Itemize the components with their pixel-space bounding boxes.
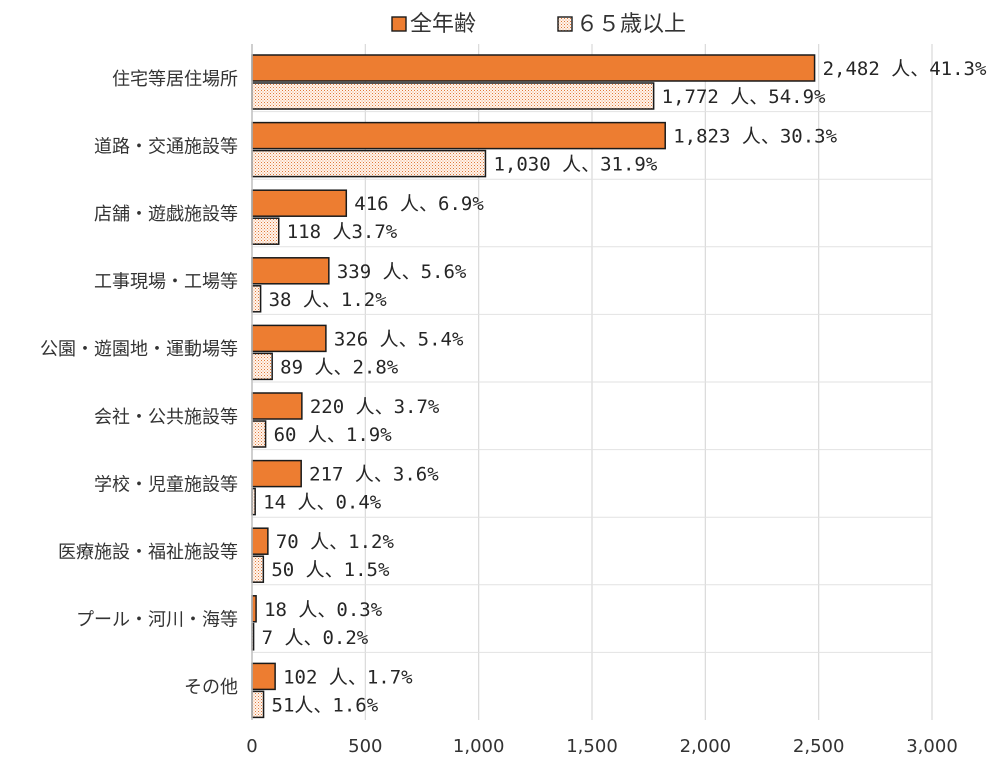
category-label: 工事現場・工場等 bbox=[94, 272, 238, 293]
category-label: 道路・交通施設等 bbox=[94, 136, 238, 157]
category-label: 学校・児童施設等 bbox=[94, 474, 238, 495]
bar-age-65plus bbox=[251, 420, 267, 448]
bar-age-65plus bbox=[251, 285, 262, 313]
data-label: 326 人、5.4% bbox=[334, 328, 464, 350]
data-label: 18 人、0.3% bbox=[264, 599, 383, 621]
legend-item-age-65plus: ６５歳以上 bbox=[557, 12, 686, 37]
bar-age-65plus bbox=[251, 217, 280, 245]
category-label: 会社・公共施設等 bbox=[94, 407, 238, 428]
legend-item-all-ages: 全年齢 bbox=[391, 12, 476, 37]
x-tick-label: 1,000 bbox=[453, 736, 505, 757]
data-label: 118 人3.7% bbox=[287, 221, 398, 243]
legend-swatch bbox=[391, 16, 407, 32]
x-tick-label: 2,500 bbox=[793, 736, 845, 757]
legend-swatch bbox=[557, 16, 573, 32]
category-label: 公園・遊園地・運動場等 bbox=[40, 339, 238, 360]
x-tick-label: 1,500 bbox=[566, 736, 618, 757]
bar-all-ages bbox=[251, 324, 327, 353]
category-label: プール・河川・海等 bbox=[76, 610, 238, 631]
category-label: 住宅等居住場所 bbox=[112, 69, 238, 90]
bar-age-65plus bbox=[251, 149, 487, 178]
category-label: その他 bbox=[184, 677, 238, 698]
data-label: 1,823 人、30.3% bbox=[673, 126, 837, 148]
data-label: 50 人、1.5% bbox=[271, 559, 390, 581]
data-label: 70 人、1.2% bbox=[276, 531, 395, 553]
x-tick-label: 0 bbox=[246, 736, 257, 757]
x-tick-label: 500 bbox=[348, 736, 382, 757]
data-label: 7 人、0.2% bbox=[262, 627, 369, 649]
bar-all-ages bbox=[251, 189, 348, 217]
data-label: 51人、1.6% bbox=[272, 694, 379, 716]
category-label: 医療施設・福祉施設等 bbox=[58, 542, 238, 563]
grid-lines bbox=[252, 44, 933, 720]
data-label: 38 人、1.2% bbox=[269, 289, 388, 311]
bar-age-65plus bbox=[251, 690, 265, 719]
bar-all-ages bbox=[251, 392, 303, 420]
data-label: 89 人、2.8% bbox=[280, 356, 399, 378]
bar-age-65plus bbox=[251, 555, 265, 583]
data-label: 217 人、3.6% bbox=[309, 464, 439, 486]
data-label: 60 人、1.9% bbox=[274, 424, 393, 446]
data-labels: 2,482 人、41.3% 1,772 人、54.9% 1,823 人、30.3% 1… bbox=[262, 58, 987, 716]
data-label: 220 人、3.7% bbox=[310, 396, 440, 418]
x-tick-label: 3,000 bbox=[906, 736, 958, 757]
legend-label: ６５歳以上 bbox=[576, 12, 686, 37]
legend: 全年齢 ６５歳以上 bbox=[391, 12, 686, 37]
x-tick-label: 2,000 bbox=[680, 736, 732, 757]
bar-all-ages bbox=[251, 662, 276, 691]
data-label: 102 人、1.7% bbox=[283, 666, 413, 688]
legend-label: 全年齢 bbox=[410, 12, 476, 37]
category-labels: 住宅等居住場所道路・交通施設等店舗・遊戯施設等工事現場・工場等公園・遊園地・運動… bbox=[40, 69, 238, 698]
data-label: 1,772 人、54.9% bbox=[662, 86, 826, 108]
data-label: 339 人、5.6% bbox=[337, 261, 467, 283]
data-label: 416 人、6.9% bbox=[354, 193, 484, 215]
bars bbox=[251, 54, 816, 719]
bar-all-ages bbox=[251, 527, 269, 555]
bar-age-65plus bbox=[251, 82, 655, 110]
data-label: 2,482 人、41.3% bbox=[823, 58, 987, 80]
bar-all-ages bbox=[251, 257, 330, 285]
category-label: 店舗・遊戯施設等 bbox=[94, 204, 238, 225]
data-label: 1,030 人、31.9% bbox=[493, 154, 657, 176]
data-label: 14 人、0.4% bbox=[263, 492, 382, 514]
bar-all-ages bbox=[251, 121, 666, 150]
bar-all-ages bbox=[251, 459, 302, 488]
bar-age-65plus bbox=[251, 352, 273, 381]
bar-all-ages bbox=[251, 54, 816, 82]
x-tick-labels: 0 500 1,000 1,500 2,000 2,500 3,000 bbox=[246, 736, 957, 757]
